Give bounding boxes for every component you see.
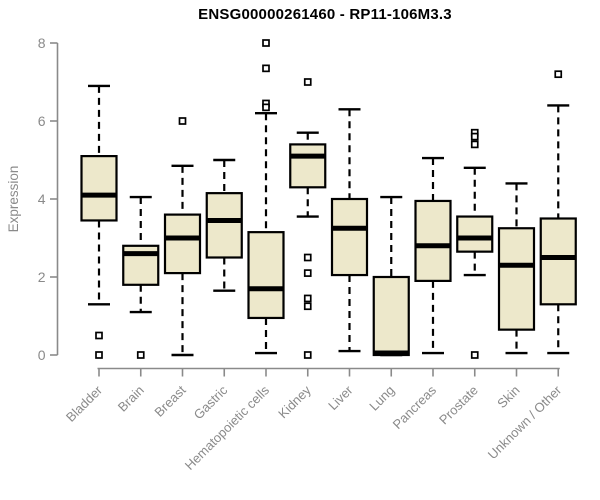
- outlier-point: [554, 70, 563, 79]
- iqr-box: [80, 155, 118, 222]
- x-tick-label-lung: Lung: [366, 383, 397, 414]
- iqr-box: [205, 192, 243, 259]
- box-pancreas: [414, 156, 452, 355]
- x-tick-label-gastric: Gastric: [191, 382, 231, 422]
- y-tick-label: 6: [38, 113, 46, 129]
- y-tick-label: 8: [38, 35, 46, 51]
- outlier-point: [470, 132, 479, 141]
- x-tick-label-liver: Liver: [325, 382, 356, 413]
- box-breast: [163, 117, 202, 357]
- outlier-point: [95, 351, 103, 359]
- x-tick-label-bladder: Bladder: [63, 382, 106, 425]
- box-lung: [372, 195, 410, 357]
- box-unknown-other: [539, 70, 577, 355]
- outlier-point: [262, 39, 270, 47]
- iqr-box: [372, 275, 410, 357]
- outlier-point: [303, 294, 312, 303]
- outlier-point: [303, 253, 312, 262]
- iqr-box: [539, 217, 577, 306]
- box-hematopoietic-cells: [247, 39, 285, 355]
- outlier-point: [470, 351, 479, 359]
- outlier-point: [136, 351, 145, 359]
- box-gastric: [205, 158, 243, 292]
- box-liver: [330, 108, 369, 353]
- iqr-box: [247, 231, 285, 320]
- x-tick-label-pancreas: Pancreas: [390, 382, 440, 432]
- box-bladder: [80, 84, 118, 359]
- outlier-point: [303, 302, 312, 311]
- outlier-point: [303, 351, 312, 359]
- x-tick-label-unknown-other: Unknown / Other: [485, 382, 565, 462]
- y-tick-label: 0: [38, 347, 46, 363]
- iqr-box: [289, 143, 327, 189]
- chart-title: ENSG00000261460 - RP11-106M3.3: [198, 6, 452, 23]
- iqr-box: [497, 227, 536, 331]
- box-kidney: [289, 78, 327, 359]
- iqr-box: [163, 213, 202, 275]
- x-tick-label-skin: Skin: [494, 383, 522, 411]
- outlier-point: [303, 269, 312, 277]
- outlier-point: [303, 78, 312, 86]
- y-tick-label: 4: [38, 191, 46, 207]
- outlier-point: [178, 117, 187, 125]
- box-skin: [497, 182, 536, 355]
- x-tick-label-breast: Breast: [151, 382, 188, 419]
- outlier-point: [470, 140, 479, 149]
- x-tick-label-kidney: Kidney: [275, 382, 314, 421]
- iqr-box: [414, 199, 452, 282]
- x-tick-label-brain: Brain: [115, 383, 147, 415]
- outlier-point: [95, 331, 103, 340]
- iqr-box: [330, 197, 369, 277]
- y-tick-label: 2: [38, 269, 46, 285]
- box-prostate: [456, 128, 494, 359]
- box-brain: [122, 195, 160, 359]
- outlier-point: [262, 103, 270, 112]
- x-tick-label-prostate: Prostate: [436, 383, 481, 428]
- iqr-box: [456, 215, 494, 253]
- outlier-point: [262, 64, 270, 73]
